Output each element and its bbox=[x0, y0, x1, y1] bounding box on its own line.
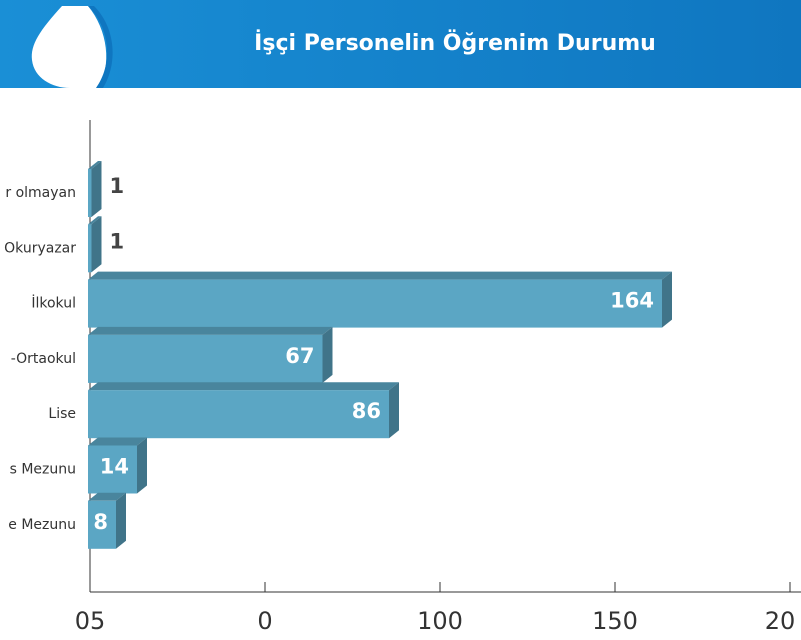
bar-top bbox=[88, 492, 126, 501]
category-label: Lise bbox=[48, 406, 76, 422]
bar-top bbox=[88, 326, 333, 335]
x-tick-label: 150 bbox=[592, 607, 638, 635]
x-tick-label: 05 bbox=[75, 607, 106, 635]
value-label: 86 bbox=[352, 399, 381, 423]
chart-title: İşçi Personelin Öğrenim Durumu bbox=[254, 30, 656, 56]
bar bbox=[88, 224, 92, 273]
category-label: e Mezunu bbox=[8, 517, 76, 533]
category-label: İlkokul bbox=[31, 294, 76, 312]
value-label: 14 bbox=[100, 455, 129, 479]
x-tick-label: 20 bbox=[765, 607, 796, 635]
bar-top bbox=[88, 271, 672, 280]
bar-top bbox=[88, 437, 147, 446]
bar-side bbox=[137, 437, 147, 494]
bar-top bbox=[88, 216, 102, 225]
bar-side bbox=[322, 326, 333, 383]
logo-arc bbox=[88, 6, 113, 88]
category-label: r olmayan bbox=[5, 185, 76, 201]
bar bbox=[88, 390, 389, 439]
bar bbox=[88, 279, 662, 328]
bar-side bbox=[91, 161, 102, 217]
logo-drop bbox=[31, 6, 107, 88]
bar bbox=[88, 334, 323, 383]
bar-top bbox=[88, 382, 399, 391]
value-label: 67 bbox=[285, 344, 314, 368]
value-label: 8 bbox=[93, 510, 108, 534]
value-label: 1 bbox=[110, 229, 125, 253]
bar bbox=[88, 169, 92, 217]
bar bbox=[88, 445, 137, 494]
bar-side bbox=[662, 271, 672, 328]
category-label: -Ortaokul bbox=[11, 351, 76, 367]
x-tick-label: 0 bbox=[257, 607, 272, 635]
category-label: s Mezunu bbox=[10, 462, 76, 478]
bar-side bbox=[116, 492, 126, 549]
value-label: 1 bbox=[110, 174, 125, 198]
bar-side bbox=[91, 216, 102, 273]
header-bar bbox=[0, 0, 801, 88]
bar-side bbox=[389, 382, 399, 439]
value-label: 164 bbox=[610, 289, 654, 313]
bar bbox=[88, 500, 116, 549]
category-label: Okuryazar bbox=[4, 240, 76, 256]
x-tick-label: 100 bbox=[417, 607, 463, 635]
bar-top bbox=[88, 161, 102, 169]
